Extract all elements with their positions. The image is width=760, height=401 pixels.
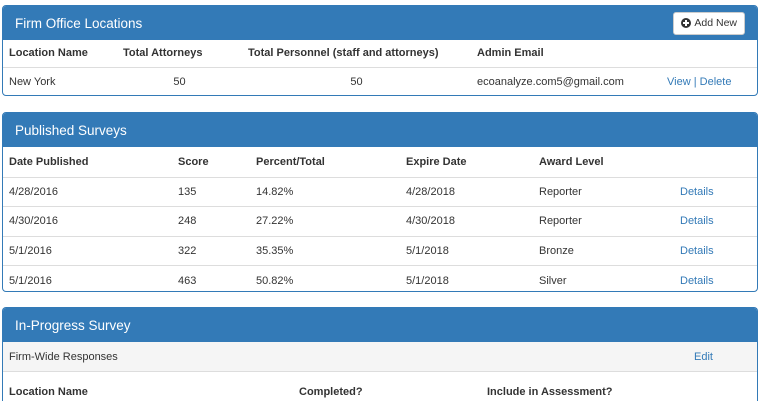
score-cell: 248 [178, 215, 197, 228]
column-header-personnel: Total Personnel (staff and attorneys) [248, 47, 439, 60]
column-header-location: Location Name [9, 386, 88, 398]
table-row: 4/28/2016 135 14.82% 4/28/2018 Reporter … [3, 177, 757, 207]
published-surveys-table: Date Published Score Percent/Total Expir… [3, 147, 757, 292]
score-cell: 135 [178, 185, 197, 198]
add-new-button[interactable]: Add New [673, 11, 745, 35]
column-header-email: Admin Email [477, 47, 544, 60]
table-row: New York 50 50 ecoanalyze.com5@gmail.com… [3, 67, 757, 95]
in-progress-survey-title: In-Progress Survey [15, 317, 131, 333]
column-header-actions [674, 147, 757, 177]
date-published-cell: 4/30/2016 [9, 215, 58, 228]
attorneys-cell: 50 [173, 75, 186, 88]
award-level-cell: Reporter [539, 215, 582, 228]
column-header-award-level: Award Level [539, 155, 604, 168]
table-header-row: Date Published Score Percent/Total Expir… [3, 147, 757, 177]
delete-link[interactable]: Delete [699, 75, 732, 88]
column-header-date-published: Date Published [9, 155, 89, 168]
table-row: 4/30/2016 248 27.22% 4/30/2018 Reporter … [3, 206, 757, 237]
percent-cell: 14.82% [256, 185, 294, 198]
column-header-expire-date: Expire Date [406, 155, 467, 168]
percent-cell: 35.35% [256, 244, 294, 257]
award-level-cell: Reporter [539, 185, 582, 198]
table-row: 5/1/2016 463 50.82% 5/1/2018 Silver Deta… [3, 265, 757, 292]
published-surveys-title: Published Surveys [15, 122, 127, 138]
award-level-cell: Bronze [539, 244, 574, 257]
column-header-score: Score [178, 155, 209, 168]
score-cell: 463 [178, 274, 197, 287]
date-published-cell: 5/1/2016 [9, 274, 52, 287]
expire-date-cell: 5/1/2018 [406, 244, 449, 257]
score-cell: 322 [178, 244, 197, 257]
plus-circle-icon [681, 18, 692, 28]
location-name-cell: New York [9, 75, 56, 88]
column-header-location: Location Name [9, 47, 88, 60]
details-link[interactable]: Details [680, 274, 714, 287]
admin-email-cell: ecoanalyze.com5@gmail.com [477, 75, 624, 88]
in-progress-survey-heading: In-Progress Survey [3, 308, 757, 342]
office-locations-panel: Firm Office Locations Add New Location N… [2, 5, 758, 96]
column-header-percent: Percent/Total [256, 155, 325, 168]
published-surveys-panel: Published Surveys Date Published Score P… [2, 112, 758, 292]
expire-date-cell: 4/28/2018 [406, 185, 455, 198]
column-header-attorneys: Total Attorneys [123, 47, 203, 60]
in-progress-table-header: Location Name Completed? Include in Asse… [3, 372, 757, 398]
percent-cell: 27.22% [256, 215, 294, 228]
expire-date-cell: 4/30/2018 [406, 215, 455, 228]
office-locations-heading: Firm Office Locations Add New [3, 6, 757, 40]
column-header-completed: Completed? [299, 386, 363, 398]
actions-cell: View | Delete [661, 67, 757, 95]
personnel-cell: 50 [350, 75, 363, 88]
date-published-cell: 5/1/2016 [9, 244, 52, 257]
column-header-include-assessment: Include in Assessment? [487, 386, 613, 398]
table-row: 5/1/2016 322 35.35% 5/1/2018 Bronze Deta… [3, 236, 757, 266]
link-separator: | [693, 75, 697, 88]
published-surveys-heading: Published Surveys [3, 113, 757, 147]
details-link[interactable]: Details [680, 215, 714, 228]
details-link[interactable]: Details [680, 244, 714, 257]
award-level-cell: Silver [539, 274, 567, 287]
in-progress-survey-panel: In-Progress Survey Firm-Wide Responses E… [2, 307, 758, 401]
percent-cell: 50.82% [256, 274, 294, 287]
details-link[interactable]: Details [680, 185, 714, 198]
column-header-actions [661, 40, 757, 67]
office-locations-title: Firm Office Locations [15, 15, 143, 31]
table-header-row: Location Name Total Attorneys Total Pers… [3, 40, 757, 67]
firm-wide-responses-bar: Firm-Wide Responses Edit [3, 342, 757, 372]
add-new-label: Add New [694, 17, 737, 29]
firm-wide-responses-label: Firm-Wide Responses [9, 350, 118, 363]
office-locations-table: Location Name Total Attorneys Total Pers… [3, 40, 757, 95]
date-published-cell: 4/28/2016 [9, 185, 58, 198]
view-link[interactable]: View [667, 75, 691, 88]
expire-date-cell: 5/1/2018 [406, 274, 449, 287]
edit-link[interactable]: Edit [694, 350, 713, 363]
